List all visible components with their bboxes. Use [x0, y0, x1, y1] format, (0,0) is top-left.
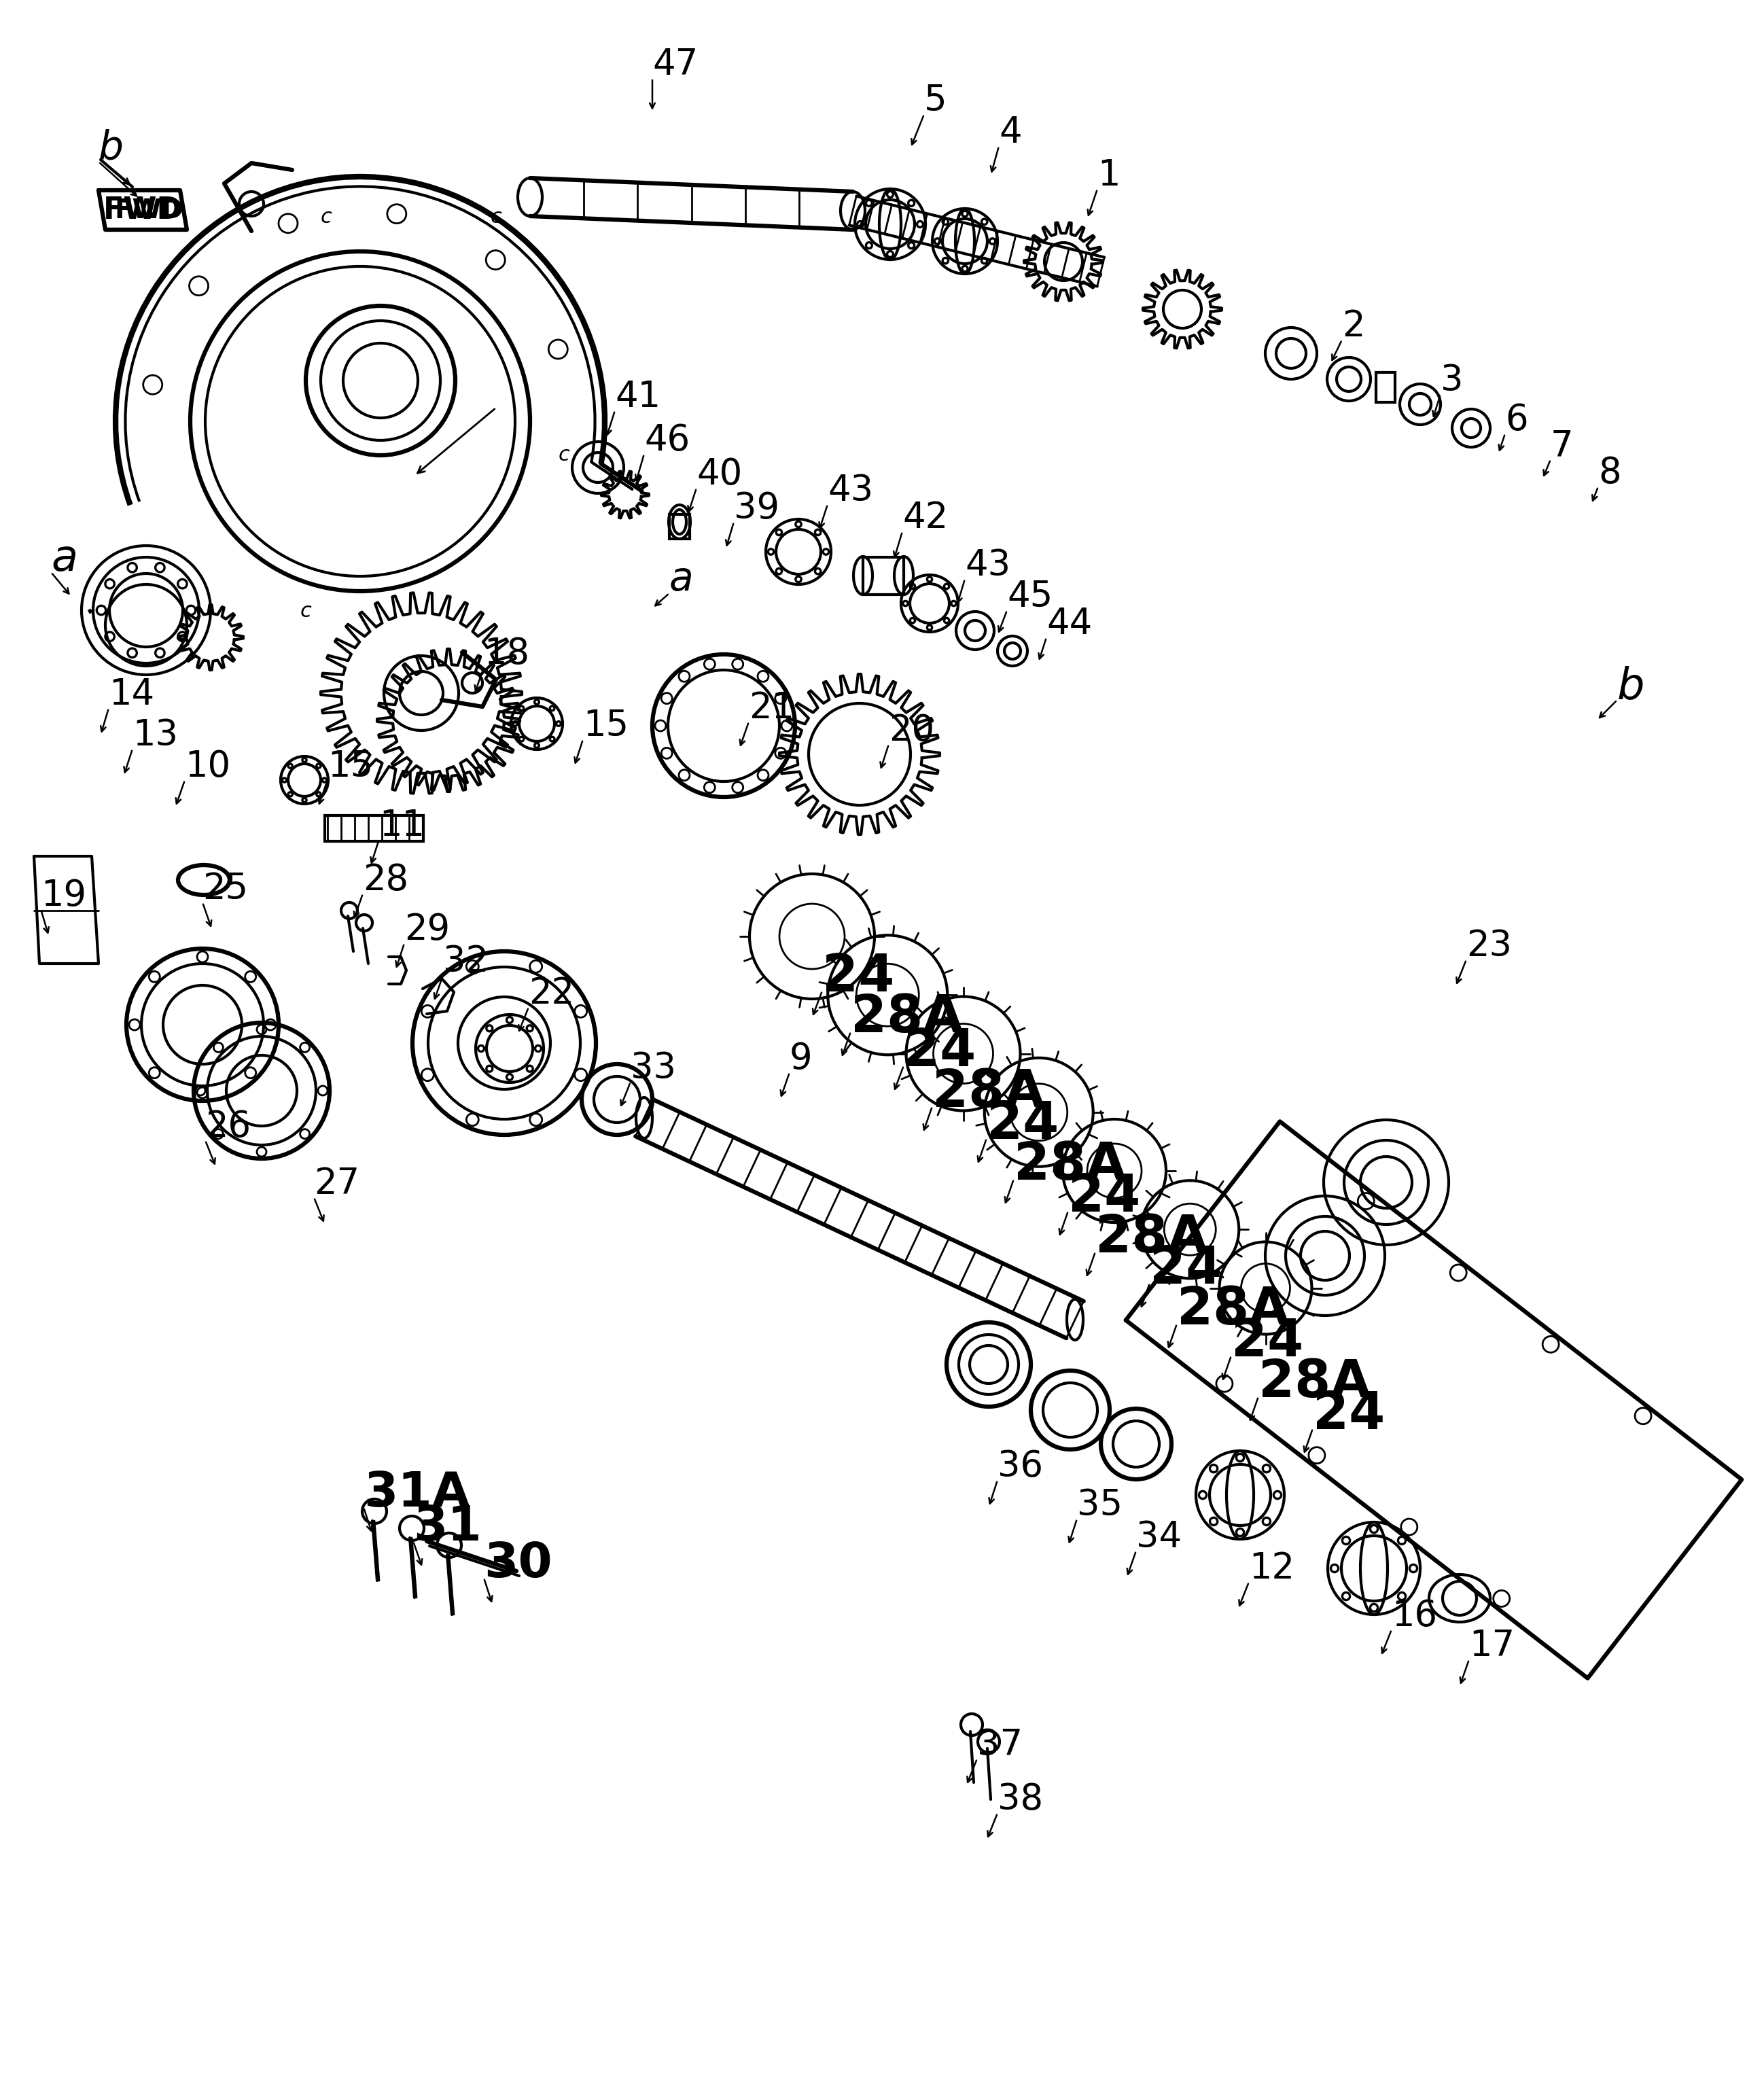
Text: 28A: 28A: [1095, 1213, 1208, 1263]
Text: 14: 14: [109, 677, 153, 712]
Text: 11: 11: [379, 809, 425, 844]
Text: 12: 12: [1249, 1550, 1295, 1586]
Text: a: a: [669, 559, 693, 599]
Bar: [863, 557, 903, 595]
Text: 47: 47: [653, 46, 699, 82]
Text: 18: 18: [483, 637, 529, 670]
Text: 15: 15: [328, 748, 374, 784]
Text: c: c: [490, 207, 501, 226]
Text: FWD: FWD: [115, 197, 183, 224]
Text: 17: 17: [1469, 1628, 1515, 1663]
Text: 5: 5: [924, 84, 947, 117]
Text: 24: 24: [1150, 1244, 1222, 1295]
Text: 22: 22: [529, 976, 575, 1012]
Text: 45: 45: [1007, 578, 1053, 614]
Text: 28A: 28A: [1177, 1284, 1289, 1335]
Text: c: c: [321, 207, 332, 226]
Text: 1: 1: [1097, 157, 1120, 193]
Text: 24: 24: [986, 1100, 1058, 1150]
Text: 43: 43: [965, 547, 1011, 582]
Text: 10: 10: [185, 748, 231, 784]
Text: 28: 28: [363, 863, 409, 897]
Text: 38: 38: [997, 1781, 1043, 1816]
Text: 29: 29: [404, 911, 450, 947]
Text: 7: 7: [1551, 427, 1573, 463]
Text: 16: 16: [1392, 1598, 1438, 1634]
Text: 13: 13: [132, 719, 178, 752]
Text: 3: 3: [1441, 362, 1464, 398]
Text: FWD: FWD: [102, 195, 182, 224]
Text: 31A: 31A: [363, 1471, 469, 1517]
Text: 9: 9: [790, 1041, 813, 1077]
Text: 37: 37: [977, 1728, 1023, 1762]
Bar: [1376, 373, 1395, 402]
Text: 21: 21: [748, 691, 794, 725]
Text: 31: 31: [413, 1504, 482, 1550]
Text: 28A: 28A: [1014, 1140, 1125, 1190]
Text: 24: 24: [903, 1027, 975, 1077]
Text: 15: 15: [584, 708, 628, 744]
Text: 40: 40: [697, 457, 743, 492]
Text: 24: 24: [822, 951, 894, 1001]
Text: 25: 25: [203, 872, 249, 907]
Text: 19: 19: [41, 878, 86, 913]
Bar: [325, 815, 423, 842]
Text: c: c: [300, 601, 312, 622]
Text: b: b: [1618, 666, 1644, 708]
Text: 41: 41: [616, 379, 660, 415]
Text: 44: 44: [1046, 605, 1092, 641]
Text: 26: 26: [205, 1108, 250, 1144]
Text: 39: 39: [734, 490, 780, 526]
Text: c: c: [557, 446, 570, 465]
Text: 28A: 28A: [933, 1068, 1044, 1119]
Text: 24: 24: [1069, 1173, 1140, 1223]
Text: 36: 36: [997, 1450, 1043, 1483]
Text: 6: 6: [1505, 402, 1528, 438]
Text: 43: 43: [827, 473, 873, 509]
Text: 8: 8: [1598, 455, 1621, 490]
Text: 27: 27: [314, 1167, 360, 1200]
Text: b: b: [99, 128, 123, 168]
Text: a: a: [51, 538, 78, 580]
Bar: [669, 515, 690, 538]
Text: 24: 24: [1231, 1318, 1304, 1368]
Text: 24: 24: [1312, 1389, 1385, 1439]
Text: 2: 2: [1342, 308, 1365, 344]
Text: 46: 46: [644, 423, 690, 459]
Text: 33: 33: [630, 1050, 676, 1085]
Text: 28A: 28A: [1258, 1358, 1371, 1408]
Text: 34: 34: [1136, 1519, 1182, 1554]
Text: 28A: 28A: [850, 993, 963, 1043]
Text: 20: 20: [889, 712, 935, 748]
Text: 4: 4: [998, 115, 1021, 151]
Text: 42: 42: [903, 501, 947, 536]
Text: 35: 35: [1078, 1487, 1122, 1523]
Text: 23: 23: [1466, 928, 1512, 964]
Text: 32: 32: [443, 945, 489, 978]
Text: 30: 30: [483, 1540, 552, 1588]
